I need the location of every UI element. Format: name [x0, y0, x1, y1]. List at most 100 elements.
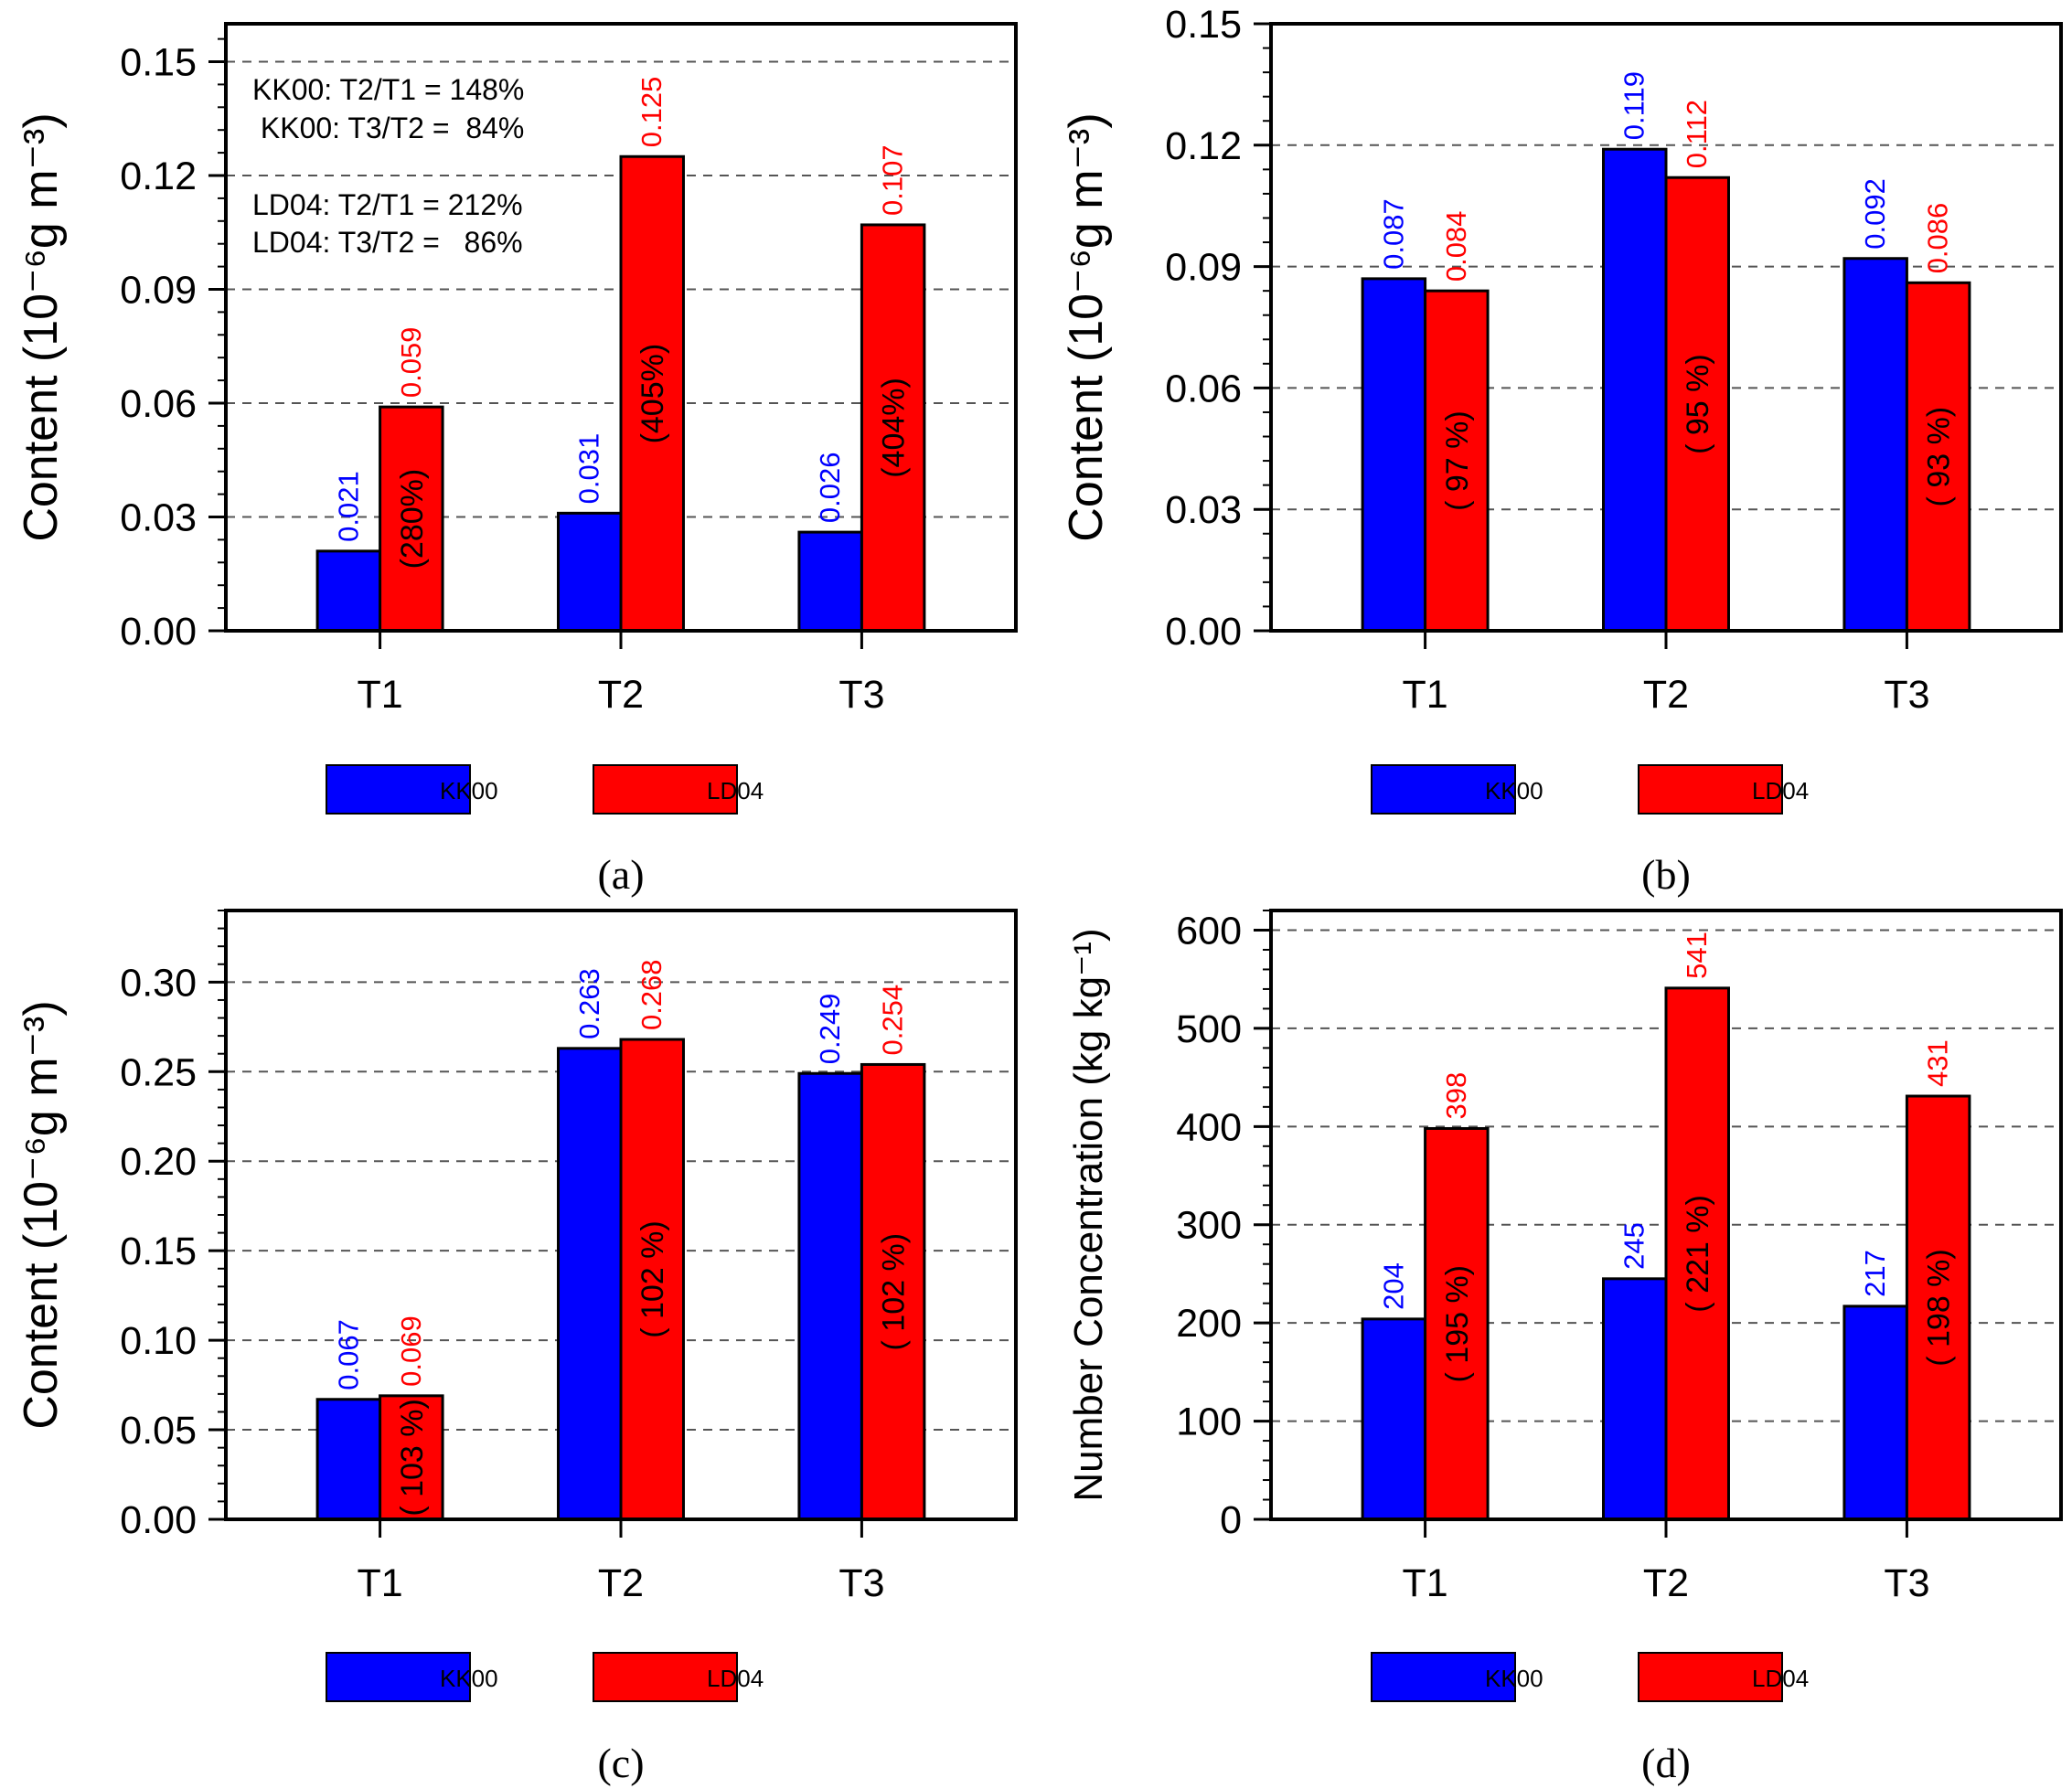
plot-frame [224, 22, 1018, 633]
ratio-label: ( 93 %) [1922, 407, 1957, 507]
panel-label: (c) [597, 1740, 644, 1786]
ratio-label: ( 221 %) [1681, 1195, 1715, 1313]
y-tick-label: 0.10 [120, 1319, 197, 1363]
value-label: 0.092 [1859, 178, 1891, 250]
value-label: 245 [1618, 1222, 1650, 1270]
x-tick-label: T2 [1643, 673, 1689, 717]
value-label: 398 [1440, 1072, 1472, 1120]
y-tick-label: 600 [1176, 909, 1242, 953]
value-label: 217 [1859, 1250, 1891, 1297]
legend: KK00 LD04 [326, 764, 764, 815]
bar-kk00-t2 [557, 1047, 623, 1521]
ratio-label: ( 195 %) [1440, 1265, 1475, 1383]
legend-item-ld04: LD04 [593, 764, 764, 815]
bar-kk00-t3 [797, 1071, 863, 1521]
bar-kk00-t3 [797, 530, 863, 633]
plot-frame [224, 909, 1018, 1521]
ratio-label: ( 103 %) [395, 1399, 430, 1517]
ratio-label: ( 102 %) [635, 1220, 670, 1338]
legend-label: KK00 [1485, 777, 1543, 804]
value-label: 0.249 [814, 994, 846, 1065]
value-label: 0.067 [332, 1319, 364, 1390]
value-label: 0.031 [573, 433, 605, 505]
y-tick-label: 500 [1176, 1007, 1242, 1051]
legend: KK00 LD04 [1371, 1652, 1809, 1702]
x-tick-label: T2 [1643, 1561, 1689, 1605]
legend-item-ld04: LD04 [1638, 1652, 1809, 1702]
y-tick-label: 0.05 [120, 1409, 197, 1453]
y-tick-label: 0.20 [120, 1140, 197, 1184]
legend-label: LD04 [1752, 1665, 1809, 1692]
legend-swatch-ld04 [593, 1652, 738, 1702]
value-label: 0.119 [1618, 71, 1650, 140]
plot-frame [1269, 909, 2063, 1521]
y-tick-label: 0.15 [120, 1230, 197, 1273]
bar-ld04-t2 [619, 154, 685, 633]
legend-swatch-kk00 [326, 764, 471, 815]
bar-ld04-t2 [1664, 176, 1730, 633]
y-tick-label: 0.12 [120, 154, 197, 198]
legend: KK00 LD04 [1371, 764, 1809, 815]
x-tick-label: T1 [1402, 673, 1447, 717]
ratio-label: ( 198 %) [1922, 1249, 1957, 1367]
x-tick-label: T2 [598, 1561, 644, 1605]
value-label: 0.263 [573, 968, 605, 1039]
x-tick-label: T1 [1402, 1561, 1447, 1605]
y-tick-label: 400 [1176, 1105, 1242, 1149]
bar-kk00-t1 [315, 1398, 382, 1521]
value-label: 0.125 [635, 77, 668, 148]
legend-swatch-kk00 [326, 1652, 471, 1702]
x-tick-label: T3 [1884, 1561, 1929, 1605]
y-tick-label: 0.00 [1165, 610, 1242, 654]
y-tick-label: 0.00 [120, 610, 197, 654]
y-tick-label: 100 [1176, 1400, 1242, 1444]
legend-swatch-kk00 [1371, 1652, 1516, 1702]
value-label: 431 [1922, 1039, 1954, 1087]
x-tick-label: T1 [357, 673, 402, 717]
y-axis-label: Number Concentration (kg kg⁻¹) [1066, 928, 1111, 1501]
ratio-label: (280%) [395, 469, 430, 570]
legend-item-kk00: KK00 [326, 1652, 498, 1702]
x-tick-label: T3 [838, 673, 884, 717]
legend-label: KK00 [1485, 1665, 1543, 1692]
y-tick-label: 300 [1176, 1204, 1242, 1248]
y-tick-label: 0.03 [1165, 488, 1242, 532]
plot-frame [1269, 22, 2063, 633]
bar-kk00-t3 [1842, 257, 1908, 633]
value-label: 0.107 [877, 144, 909, 216]
y-tick-label: 0.09 [120, 269, 197, 313]
x-tick-label: T1 [357, 1561, 402, 1605]
value-label: 0.112 [1681, 100, 1713, 168]
y-axis-label: Content (10⁻⁶g m⁻³) [1060, 112, 1113, 541]
legend-swatch-kk00 [1371, 764, 1516, 815]
legend-swatch-ld04 [1638, 764, 1783, 815]
value-label: 0.026 [814, 453, 846, 524]
legend-label: LD04 [1752, 777, 1809, 804]
bar-kk00-t2 [557, 511, 623, 633]
ratio-annotation: KK00: T3/T2 = 84% [252, 112, 524, 144]
y-tick-label: 0 [1220, 1498, 1242, 1542]
value-label: 0.059 [395, 327, 427, 399]
legend-item-kk00: KK00 [1371, 1652, 1543, 1702]
y-axis-label: Content (10⁻⁶g m⁻³) [15, 1000, 68, 1429]
y-tick-label: 0.12 [1165, 124, 1242, 168]
panel-c: 0.00 0.05 0.10 0.15 0.20 0.25 0.30 Content (10⁻… [15, 909, 1018, 1786]
legend-label: LD04 [707, 1665, 764, 1692]
y-tick-label: 0.03 [120, 496, 197, 540]
panel-a: 0.00 0.03 0.06 0.09 0.12 0.15 Content (10⁻⁶g m… [15, 22, 1018, 898]
legend-item-kk00: KK00 [1371, 764, 1543, 815]
legend-label: KK00 [440, 1665, 498, 1692]
value-label: 0.021 [332, 471, 364, 542]
ratio-annotation: LD04: T2/T1 = 212% [252, 188, 523, 221]
ratio-annotation: KK00: T2/T1 = 148% [252, 73, 524, 106]
value-label: 0.087 [1377, 198, 1409, 270]
bar-kk00-t1 [1361, 277, 1427, 633]
value-label: 0.268 [635, 959, 668, 1030]
bar-ld04-t1 [379, 405, 444, 633]
bar-kk00-t2 [1602, 147, 1668, 633]
legend-item-ld04: LD04 [593, 1652, 764, 1702]
ratio-label: (405%) [635, 344, 670, 444]
legend-item-ld04: LD04 [1638, 764, 1809, 815]
legend-item-kk00: KK00 [326, 764, 498, 815]
